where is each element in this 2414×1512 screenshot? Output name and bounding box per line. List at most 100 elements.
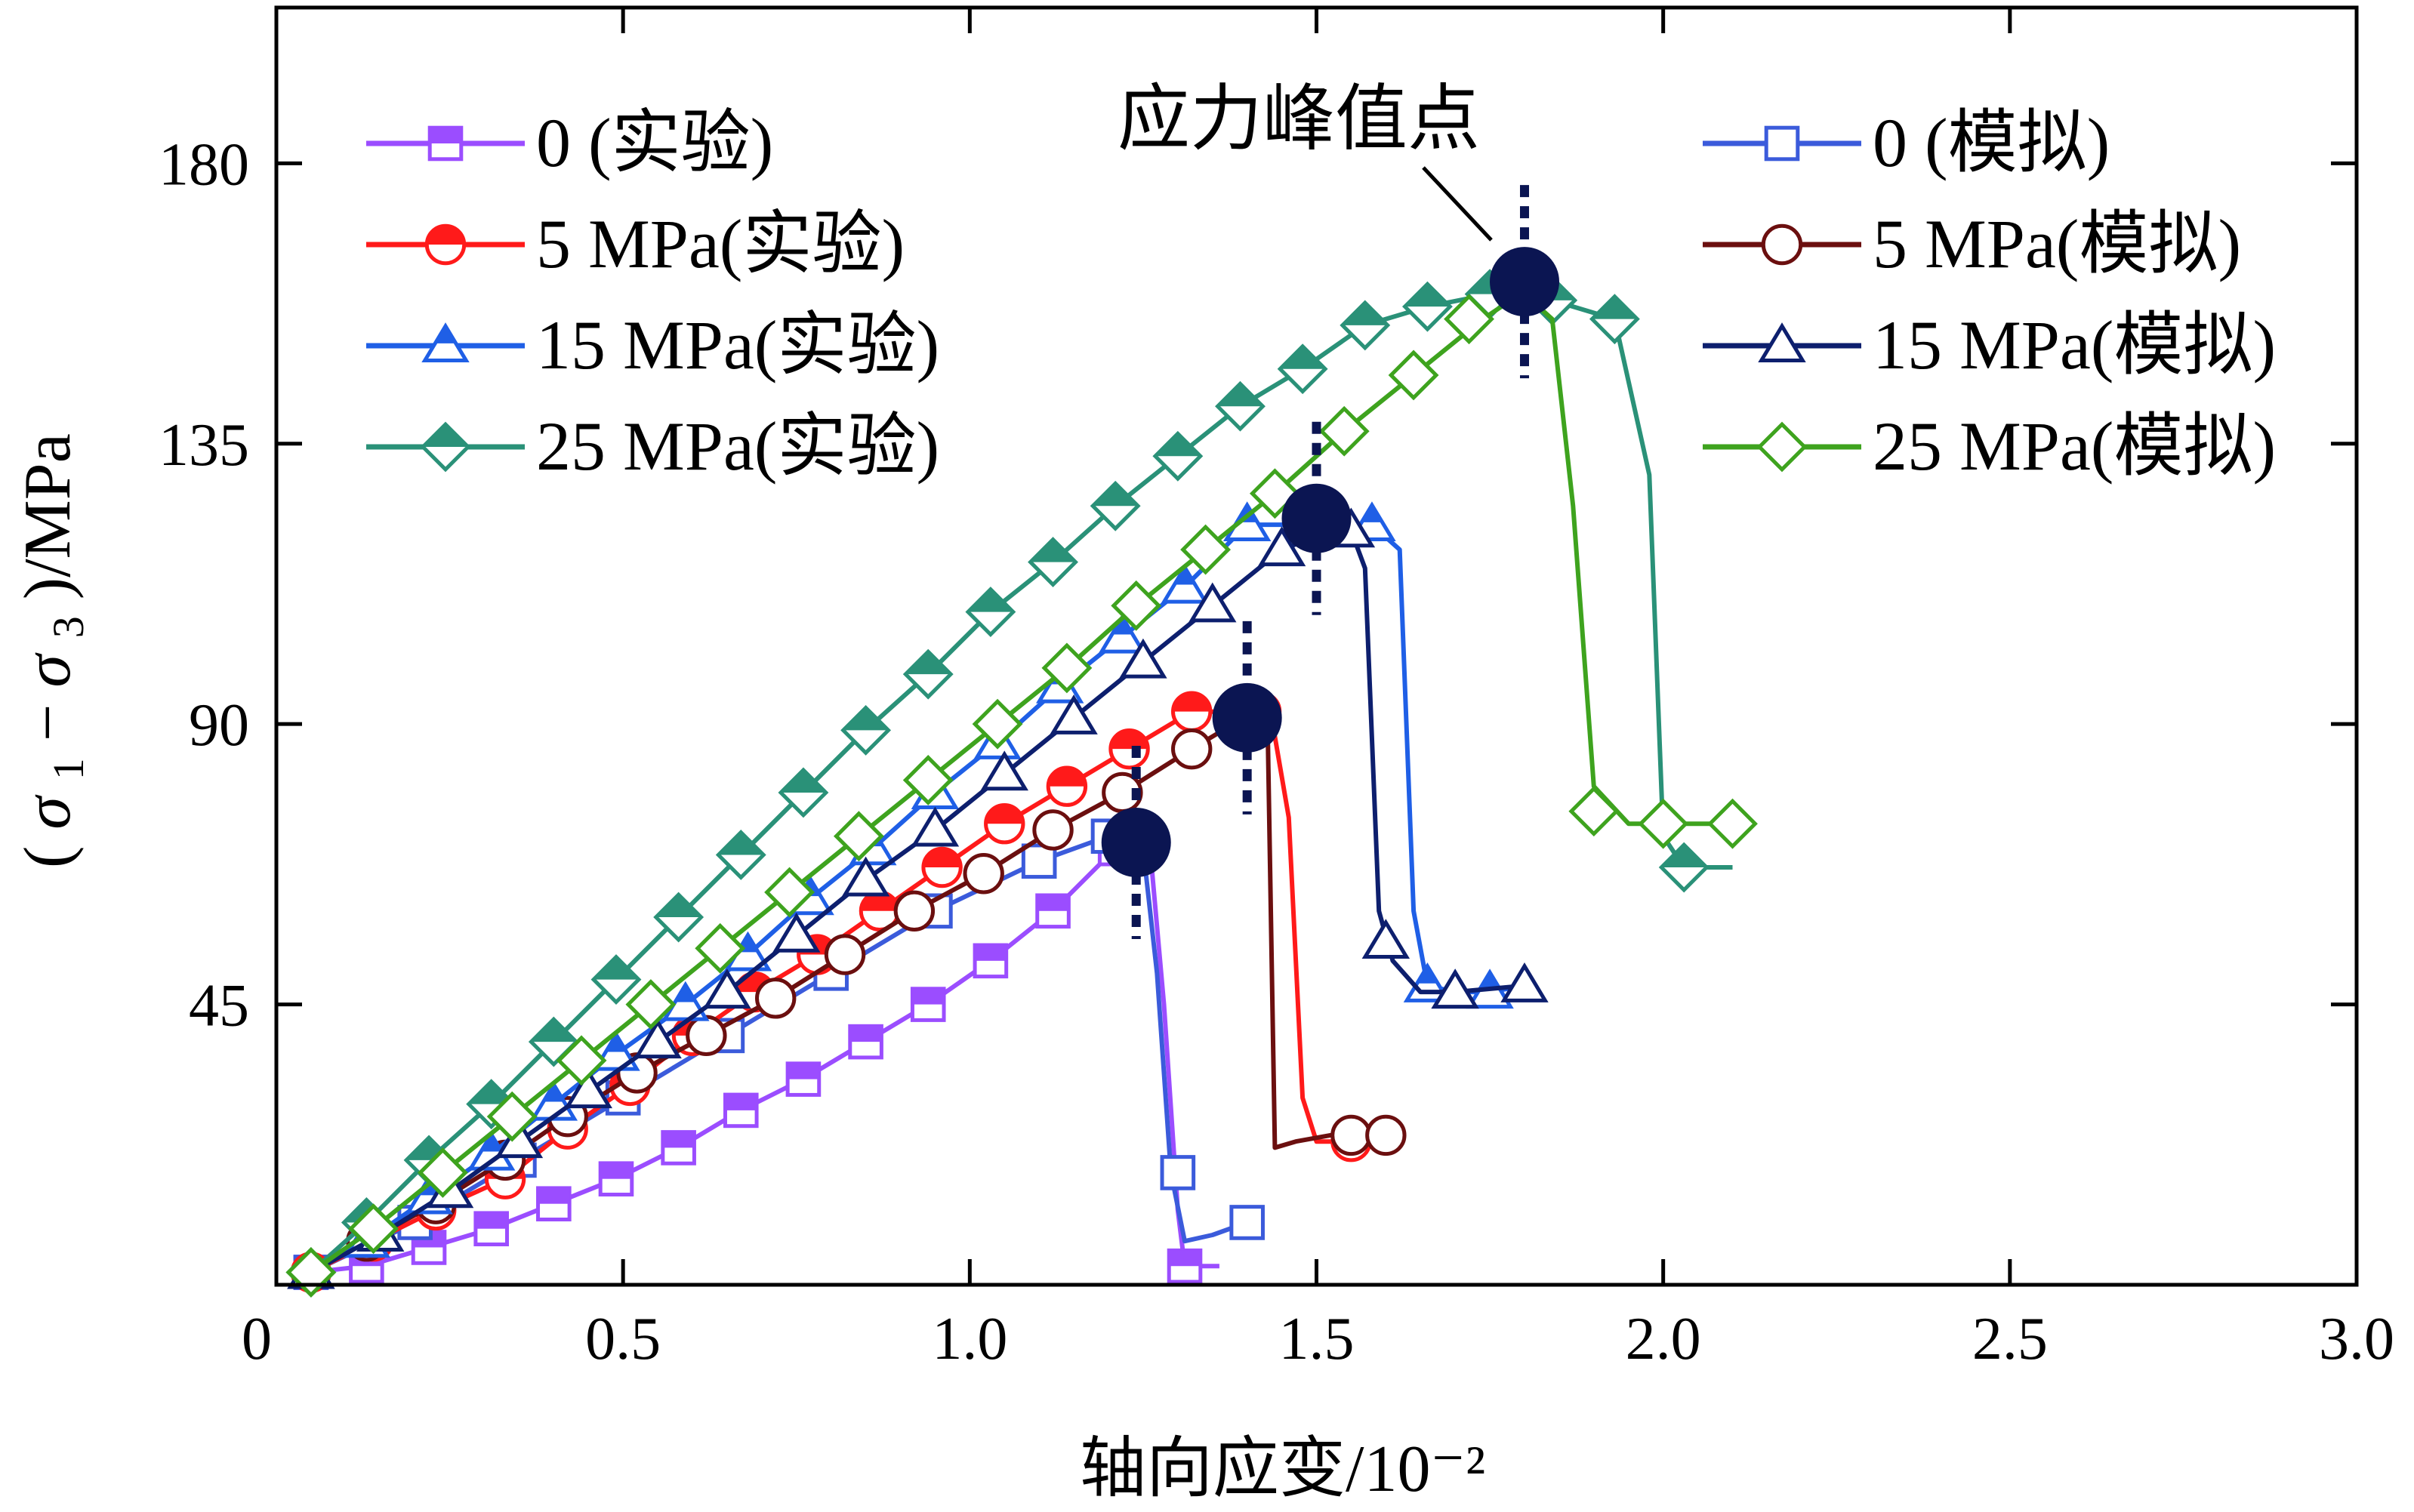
data-point-0-8-fill bbox=[788, 1063, 819, 1079]
data-point-0-5-fill bbox=[600, 1162, 632, 1179]
data-point-7-8 bbox=[833, 811, 884, 862]
legend-left-label-2: 15 MPa(实验) bbox=[536, 306, 939, 383]
data-point-6-7-fill bbox=[718, 832, 764, 855]
data-point-4-18-fill bbox=[1417, 965, 1438, 984]
data-point-0-10-fill bbox=[912, 988, 945, 1005]
legend-right-label-0: 0 (模拟) bbox=[1873, 104, 2110, 181]
peak-point-0 bbox=[1101, 807, 1171, 877]
data-point-5-16 bbox=[1361, 919, 1410, 959]
data-point-4-14-fill bbox=[1174, 567, 1195, 585]
x-tick-label-0: 0 bbox=[242, 1306, 272, 1372]
x-axis-label: 轴向应变/10⁻² bbox=[1080, 1433, 1485, 1506]
data-point-2-9-fill bbox=[861, 892, 899, 911]
annotation-text: 应力峰值点 bbox=[1118, 79, 1480, 159]
data-point-0-4-fill bbox=[538, 1187, 570, 1204]
data-point-3-10 bbox=[1032, 809, 1074, 851]
data-point-5-12 bbox=[1119, 638, 1167, 679]
data-point-3-9 bbox=[963, 853, 1004, 895]
data-point-6-9-fill bbox=[843, 707, 889, 731]
data-point-7-7 bbox=[764, 867, 815, 918]
data-point-1-10 bbox=[1229, 1205, 1265, 1240]
y-tick-label-2: 135 bbox=[159, 412, 249, 479]
data-point-6-16-fill bbox=[1280, 346, 1326, 369]
data-point-7-3 bbox=[486, 1091, 538, 1142]
data-point-2-12-fill bbox=[1048, 768, 1086, 787]
peak-annotation: 应力峰值点 bbox=[1118, 79, 1493, 242]
x-tick-label-6: 3.0 bbox=[2319, 1306, 2394, 1372]
annotation-leader-line bbox=[1422, 166, 1493, 242]
data-point-2-14-fill bbox=[1173, 692, 1210, 712]
legend-left-marker-2-fill bbox=[435, 326, 456, 343]
data-point-7-18 bbox=[1568, 786, 1620, 837]
peak-point-3 bbox=[1490, 247, 1559, 317]
data-point-5-17 bbox=[1431, 968, 1479, 1009]
y-label-open: ( bbox=[11, 846, 85, 868]
data-point-7-13 bbox=[1180, 524, 1232, 575]
data-point-6-14-fill bbox=[1155, 433, 1201, 457]
data-point-5-4 bbox=[564, 1068, 612, 1109]
data-point-1-7 bbox=[1021, 843, 1057, 879]
data-point-7-5 bbox=[625, 979, 677, 1030]
data-point-5-7 bbox=[772, 912, 821, 953]
data-point-3-6 bbox=[754, 978, 797, 1019]
data-point-5-9 bbox=[911, 806, 960, 847]
legend-right-label-1: 5 MPa(模拟) bbox=[1873, 205, 2241, 282]
legend-right-marker-0 bbox=[1764, 125, 1800, 162]
data-point-4-5-fill bbox=[606, 1034, 627, 1052]
data-point-6-3-fill bbox=[468, 1081, 514, 1104]
data-point-1-9 bbox=[1160, 1155, 1196, 1190]
data-point-0-12-fill bbox=[1037, 895, 1069, 911]
y-label-sigma1: σ bbox=[11, 794, 85, 830]
series-layer bbox=[285, 269, 1758, 1298]
data-point-6-17-fill bbox=[1342, 303, 1388, 325]
legend-right-label-3: 25 MPa(模拟) bbox=[1873, 408, 2276, 485]
data-point-7-16 bbox=[1388, 350, 1439, 401]
legend-right-marker-3 bbox=[1756, 421, 1808, 473]
legend-right-label-2: 15 MPa(模拟) bbox=[1873, 306, 2276, 383]
data-point-6-5-fill bbox=[593, 956, 639, 980]
x-tick-label-1: 0.5 bbox=[585, 1306, 661, 1372]
data-point-5-8 bbox=[841, 856, 890, 897]
data-point-7-17 bbox=[1444, 294, 1494, 345]
data-point-6-15-fill bbox=[1217, 383, 1263, 407]
data-point-2-10-fill bbox=[923, 848, 961, 868]
data-point-3-12 bbox=[1171, 728, 1213, 770]
legend-left-marker-1-fill bbox=[427, 226, 464, 245]
data-point-4-17-fill bbox=[1361, 505, 1383, 522]
data-point-7-9 bbox=[902, 755, 954, 805]
data-point-7-14 bbox=[1249, 468, 1300, 519]
data-point-7-19 bbox=[1638, 798, 1689, 849]
data-point-6-12-fill bbox=[1030, 539, 1076, 562]
data-point-7-2 bbox=[417, 1147, 468, 1198]
data-point-0-6-fill bbox=[662, 1132, 695, 1148]
legend-right-marker-1 bbox=[1761, 223, 1803, 266]
data-point-7-15 bbox=[1318, 405, 1370, 457]
data-point-4-20-fill bbox=[1479, 972, 1500, 990]
data-point-0-3-fill bbox=[475, 1212, 507, 1229]
y-label-sub1: 1 bbox=[44, 758, 93, 780]
data-point-5-11 bbox=[1050, 694, 1098, 734]
data-point-6-4-fill bbox=[531, 1019, 577, 1042]
data-point-0-7-fill bbox=[725, 1095, 757, 1110]
y-tick-label-1: 90 bbox=[189, 692, 249, 759]
ticks-layer: 0 0.5 1.0 1.5 2.0 2.5 3.0 45 90 135 180 bbox=[159, 8, 2394, 1372]
data-point-7-10 bbox=[972, 698, 1023, 750]
data-point-7-12 bbox=[1111, 580, 1162, 631]
data-point-7-6 bbox=[695, 922, 746, 974]
data-point-6-22-fill bbox=[1661, 845, 1707, 868]
data-point-3-5 bbox=[686, 1015, 727, 1057]
data-point-5-6 bbox=[703, 968, 751, 1009]
legend-right-marker-2 bbox=[1758, 322, 1806, 362]
data-point-6-11-fill bbox=[967, 589, 1013, 612]
data-point-6-8-fill bbox=[781, 770, 826, 793]
data-point-2-13-fill bbox=[1110, 730, 1148, 750]
data-point-5-10 bbox=[980, 750, 1028, 791]
data-point-4-6-fill bbox=[675, 984, 696, 1002]
x-tick-label-2: 1.0 bbox=[932, 1306, 1007, 1372]
data-point-5-5 bbox=[634, 1018, 682, 1059]
data-point-4-13-fill bbox=[1111, 617, 1133, 635]
x-tick-label-4: 2.0 bbox=[1626, 1306, 1701, 1372]
data-point-6-10-fill bbox=[905, 651, 951, 675]
